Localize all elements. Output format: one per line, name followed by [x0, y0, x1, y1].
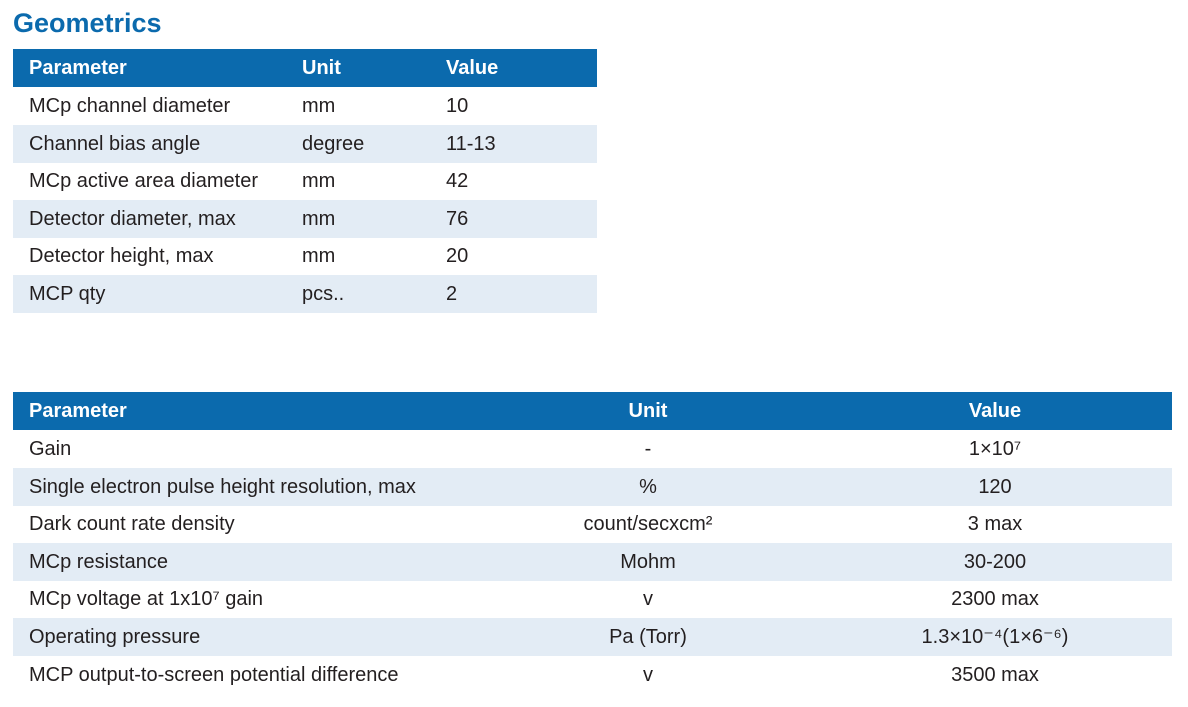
table-row: Detector height, max mm 20 — [13, 237, 597, 275]
table-cell: Pa (Torr) — [609, 626, 687, 648]
table-row: MCp channel diameter mm 10 — [13, 87, 597, 125]
table-cell: 2300 max — [951, 588, 1039, 611]
table-row: MCp resistance Mohm 30-200 — [13, 542, 1172, 581]
header-row: Parameter Unit Value — [13, 392, 1172, 430]
table-cell: 11-13 — [446, 132, 496, 155]
table-cell: Dark count rate density — [29, 513, 235, 536]
table-cell: - — [644, 438, 652, 460]
table-row: MCp active area diameter mm 42 — [13, 162, 597, 200]
table-cell: Detector diameter, max — [29, 207, 236, 230]
header-cell: Parameter — [29, 57, 127, 79]
table-cell: 1×10⁷ — [968, 438, 1022, 460]
page-title: Geometrics — [13, 8, 162, 38]
table-cell: mm — [302, 170, 336, 193]
header-row: Parameter Unit Value — [13, 49, 597, 87]
table-cell: Operating pressure — [29, 626, 201, 648]
table-cell: 1.3×10⁻⁴(1×6⁻⁶) — [921, 626, 1069, 648]
table-cell: Detector height, max — [29, 245, 214, 268]
table-cell: mm — [302, 207, 336, 230]
table-row: Dark count rate density count/secxcm² 3 ma… — [13, 505, 1172, 543]
table-cell: 120 — [978, 475, 1012, 498]
table-row: Channel bias angle degree 11-13 — [13, 124, 597, 163]
table-row: Single electron pulse height resolution,… — [13, 467, 1172, 506]
table-row: MCP qty pcs.. 2 — [13, 275, 597, 313]
table-cell: degree — [302, 132, 365, 155]
header-cell: Value — [446, 57, 499, 79]
header-cell: Unit — [628, 400, 668, 422]
table-cell: 30-200 — [963, 550, 1027, 573]
table-row: MCP output-to-screen potential differenc… — [13, 656, 1172, 694]
table-cell: 42 — [446, 170, 469, 193]
table-cell: Single electron pulse height resolution,… — [29, 475, 416, 498]
table-cell: Channel bias angle — [29, 132, 201, 155]
table-cell: MCp voltage at 1x10⁷ gain — [29, 588, 264, 611]
table-row: Gain - 1×10⁷ — [13, 430, 1172, 468]
header-cell: Unit — [302, 57, 341, 79]
table-cell: mm — [302, 95, 336, 117]
table-cell: 3500 max — [951, 663, 1039, 686]
table-cell: 10 — [446, 95, 469, 117]
table-cell: pcs.. — [302, 283, 345, 305]
table-cell: Mohm — [620, 550, 676, 573]
header-cell: Value — [968, 400, 1022, 422]
table-cell: 20 — [446, 245, 469, 268]
table-cell: 2 — [446, 283, 458, 305]
table-cell: 3 max — [967, 513, 1023, 536]
table-row: MCp voltage at 1x10⁷ gain v 2300 max — [13, 580, 1172, 618]
table-cell: % — [639, 475, 657, 498]
table-cell: MCP output-to-screen potential differenc… — [29, 663, 399, 686]
table-cell: MCp resistance — [29, 550, 168, 573]
table-cell: 76 — [446, 207, 469, 230]
table-cell: v — [643, 588, 653, 611]
table-cell: mm — [302, 245, 336, 268]
table-cell: MCp active area diameter — [29, 170, 258, 193]
table-row: Detector diameter, max mm 76 — [13, 199, 597, 238]
header-cell: Parameter — [29, 400, 127, 422]
table-cell: Gain — [29, 438, 72, 460]
table-cell: count/secxcm² — [583, 513, 713, 536]
table-cell: MCP qty — [29, 283, 106, 305]
table-row: Operating pressure Pa (Torr) 1.3×10⁻⁴(1×6⁻… — [13, 618, 1172, 656]
table-cell: v — [643, 663, 653, 686]
table-cell: MCp channel diameter — [29, 95, 231, 117]
